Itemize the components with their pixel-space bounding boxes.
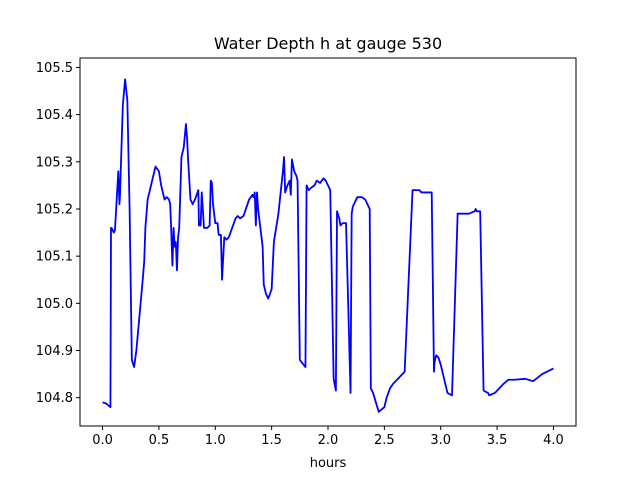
series-line-0 [102,78,554,413]
y-tick-label: 105.2 [36,202,73,217]
y-axis: 104.8 104.9 105.0 105.1 105.2 105.3 105.4 105.5 [36,61,80,406]
x-tick-label: 3.0 [430,433,451,448]
x-axis: 0.0 0.5 1.0 1.5 2.0 2.5 3.0 3.5 4.0 [92,426,564,448]
x-tick-label: 2.0 [318,433,339,448]
y-tick-label: 104.8 [36,391,73,406]
y-tick-label: 104.9 [36,344,73,359]
x-tick-label: 1.5 [261,433,282,448]
y-tick-label: 105.3 [36,155,73,170]
y-tick-label: 105.5 [36,61,73,76]
x-tick-label: 3.5 [487,433,508,448]
x-tick-label: 0.5 [149,433,170,448]
x-tick-label: 0.0 [92,433,113,448]
y-tick-label: 105.4 [36,108,73,123]
x-tick-label: 4.0 [543,433,564,448]
x-tick-label: 1.0 [205,433,226,448]
axes-frame [79,57,577,427]
y-tick-label: 105.0 [36,297,73,312]
plot-area [102,78,554,413]
x-axis-label: hours [310,456,347,471]
x-tick-label: 2.5 [374,433,395,448]
y-tick-label: 105.1 [36,250,73,265]
chart-title: Water Depth h at gauge 530 [214,34,442,53]
